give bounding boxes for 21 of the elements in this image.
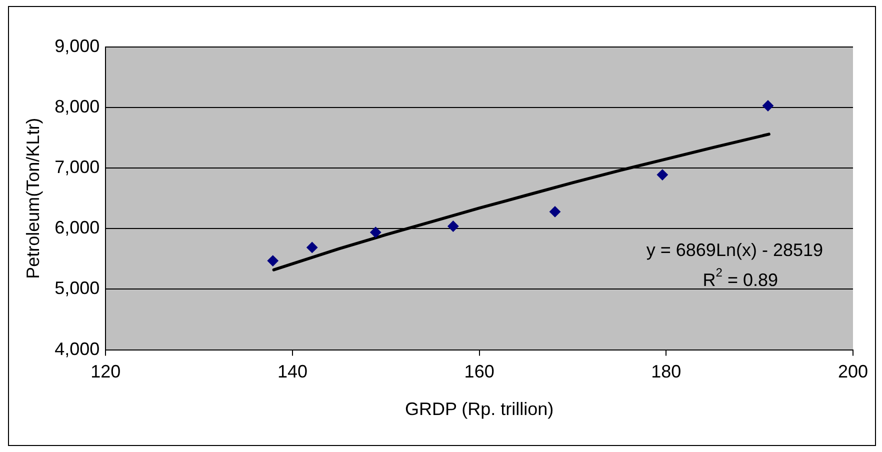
point (656, 169, 668, 180)
y-tick-label: 6,000 (54, 218, 100, 238)
point (549, 206, 560, 218)
y-tick-label: 4,000 (54, 338, 100, 359)
annotation: y = 6869Ln(x) - 28519 (646, 240, 824, 260)
y-tick-label: 5,000 (54, 278, 100, 298)
y-tick-label: 8,000 (54, 96, 100, 117)
point (267, 255, 278, 266)
y-axis-title: Petroleum(Ton/KLtr) (22, 118, 43, 279)
x-tick-label: 180 (651, 362, 682, 382)
x-tick-label: 140 (277, 362, 308, 382)
point (762, 100, 774, 112)
x-tick-label: 160 (464, 362, 494, 382)
y-tick-label: 7,000 (54, 157, 100, 178)
x-tick-label: 200 (838, 362, 868, 382)
point (306, 242, 318, 253)
y-tick-label: 9,000 (54, 36, 100, 56)
x-tick-label: 120 (90, 362, 121, 382)
x-axis-title: GRDP (Rp. trillion) (404, 399, 554, 420)
point (370, 226, 382, 238)
point (448, 220, 459, 232)
